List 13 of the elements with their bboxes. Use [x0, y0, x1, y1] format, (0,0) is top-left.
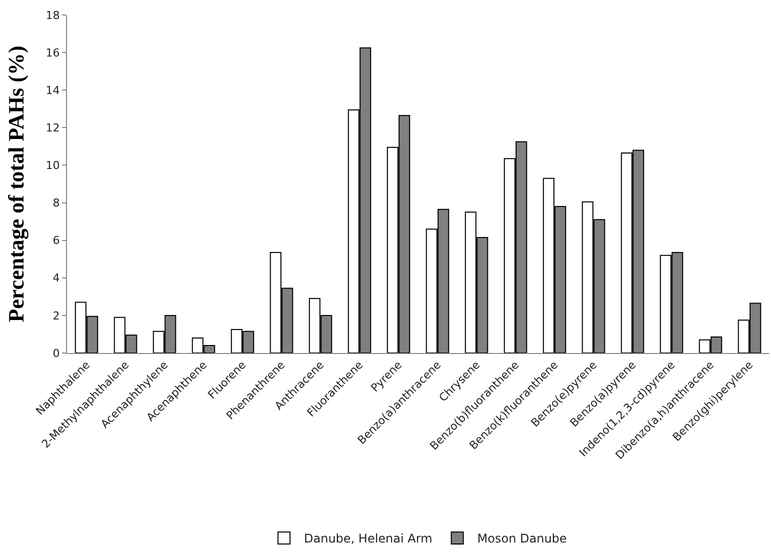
y-tick-label: 12: [46, 122, 60, 135]
y-tick-label: 18: [46, 8, 60, 22]
y-tick-label: 8: [52, 196, 60, 210]
y-tick-label: 2: [52, 309, 60, 322]
y-tick-label: 14: [46, 84, 60, 97]
y-tick-label: 6: [52, 234, 60, 248]
y-tick-label: 16: [46, 46, 60, 60]
legend-label: Moson Danube: [477, 532, 567, 546]
y-tick-label: 0: [52, 346, 60, 360]
legend-label: Danube, Helenai Arm: [304, 532, 432, 546]
y-axis-title: Percentage of total PAHs (%): [4, 46, 29, 322]
y-tick-label: 10: [46, 159, 60, 172]
y-tick-label: 4: [52, 272, 60, 285]
